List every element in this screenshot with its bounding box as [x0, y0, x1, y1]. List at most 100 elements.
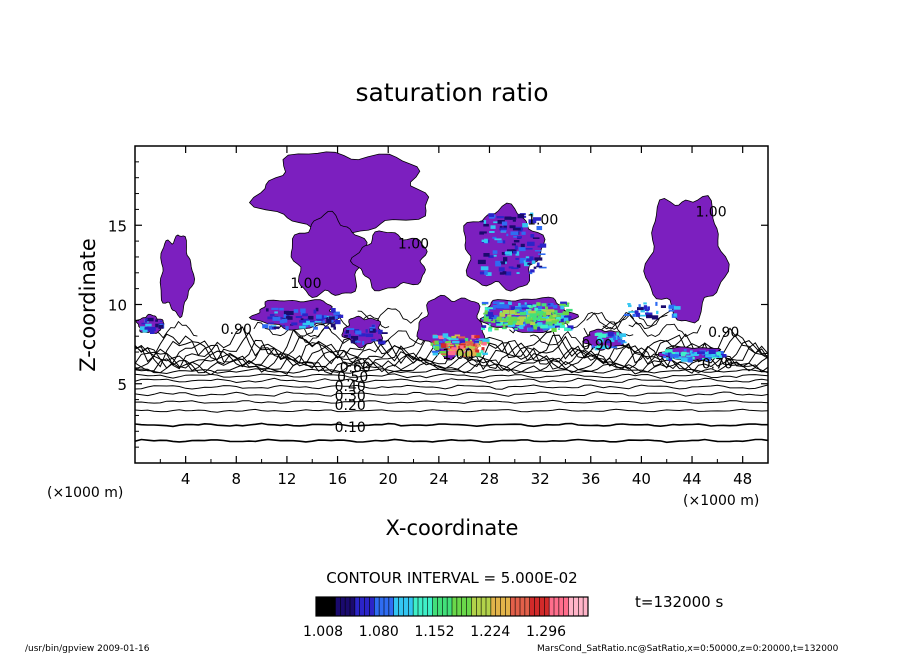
saturation-patch: [666, 357, 669, 360]
saturation-patch: [552, 304, 558, 309]
saturation-patch: [474, 340, 481, 343]
saturation-patch: [309, 320, 316, 323]
saturation-patch: [159, 320, 163, 323]
saturation-patch: [149, 327, 156, 331]
saturation-patch: [522, 223, 529, 228]
saturation-patch: [680, 357, 689, 362]
saturation-patch: [143, 327, 150, 332]
saturation-patch: [530, 234, 535, 238]
saturation-patch: [378, 340, 386, 345]
saturation-patch: [498, 322, 503, 326]
colorbar-swatch: [520, 597, 526, 616]
saturation-patch: [519, 318, 525, 322]
saturation-patch: [302, 321, 310, 325]
saturation-patch: [479, 231, 487, 234]
colorbar-swatch: [369, 597, 375, 616]
saturation-patch: [670, 352, 676, 356]
saturation-patch: [538, 266, 547, 269]
saturation-patch: [438, 340, 443, 343]
saturation-patch: [529, 256, 534, 261]
saturation-patch: [350, 339, 358, 344]
saturation-patch: [434, 346, 440, 351]
saturation-patch: [624, 313, 630, 316]
saturation-patch: [628, 304, 632, 308]
colorbar-swatch: [554, 597, 560, 616]
colorbar-swatch: [452, 597, 458, 616]
saturation-color-patches: [140, 212, 727, 363]
colorbar-swatch: [495, 597, 501, 616]
saturation-patch: [516, 272, 520, 274]
saturation-patch: [460, 344, 464, 349]
saturation-patch: [607, 332, 614, 337]
saturation-patch: [482, 325, 487, 328]
colorbar-tick-label: 1.152: [414, 624, 454, 640]
saturation-patch: [141, 322, 147, 325]
saturation-patch: [512, 321, 518, 325]
x-tick-label: 24: [429, 470, 448, 488]
saturation-patch: [295, 316, 303, 318]
saturation-patch: [542, 316, 549, 319]
footer-left: /usr/bin/gpview 2009-01-16: [25, 644, 150, 654]
saturation-patch: [525, 319, 531, 324]
saturation-patch: [540, 324, 549, 329]
saturation-patch: [594, 333, 601, 336]
saturation-patch: [713, 354, 719, 358]
colorbar-swatch: [374, 597, 380, 616]
x-tick-label: 8: [232, 470, 242, 488]
saturation-patch: [687, 358, 693, 363]
saturation-patch: [528, 219, 537, 224]
saturation-patch: [463, 351, 466, 356]
saturation-patch: [271, 307, 279, 310]
supersaturated-region: [349, 230, 428, 292]
colorbar-swatch: [447, 597, 453, 616]
chart-title: saturation ratio: [355, 78, 548, 107]
contour-line-cloud: [602, 314, 668, 330]
saturation-patch: [525, 304, 532, 308]
saturation-patch: [705, 356, 711, 362]
saturation-patch: [617, 340, 626, 343]
x-tick-label: 28: [480, 470, 499, 488]
colorbar-swatch: [442, 597, 448, 616]
saturation-patch: [490, 314, 495, 318]
colorbar: [315, 596, 589, 617]
saturation-patch: [599, 339, 604, 343]
saturation-patch: [378, 329, 383, 335]
saturation-patch: [459, 340, 466, 344]
saturation-patch: [483, 220, 487, 224]
colorbar-tick-label: 1.296: [526, 624, 566, 640]
saturation-patch: [711, 352, 716, 357]
saturation-patch: [468, 351, 477, 356]
saturation-patch: [605, 340, 611, 344]
saturation-patch: [567, 325, 574, 330]
saturation-patch: [439, 351, 447, 354]
colorbar-swatch: [549, 597, 555, 616]
saturation-patch: [520, 257, 526, 261]
colorbar-swatch: [486, 597, 492, 616]
colorbar-swatch: [418, 597, 424, 616]
saturation-patch: [483, 253, 490, 257]
contour-line-cloud: [379, 330, 429, 346]
saturation-patch: [548, 303, 551, 306]
saturation-patch: [515, 257, 519, 260]
saturation-patch: [532, 317, 539, 321]
saturation-patch: [515, 306, 523, 310]
saturation-patch: [550, 315, 553, 319]
y-tick-label: 10: [108, 297, 127, 315]
contour-label: 0.10: [335, 420, 366, 436]
saturation-patch: [504, 322, 511, 325]
contour-line: [135, 373, 768, 379]
saturation-patch: [451, 335, 457, 340]
saturation-patch: [502, 240, 506, 244]
colorbar-swatch: [422, 597, 429, 616]
saturation-patch: [484, 270, 488, 275]
contour-label: 1.00: [442, 347, 473, 363]
saturation-patch: [499, 311, 503, 313]
colorbar-swatch: [359, 597, 365, 616]
contour-label: 1.00: [398, 236, 429, 252]
saturation-patch: [456, 345, 459, 350]
saturation-patch: [530, 269, 535, 273]
saturation-patch: [488, 327, 493, 332]
saturation-patch: [716, 351, 721, 356]
saturation-patch: [697, 351, 705, 354]
